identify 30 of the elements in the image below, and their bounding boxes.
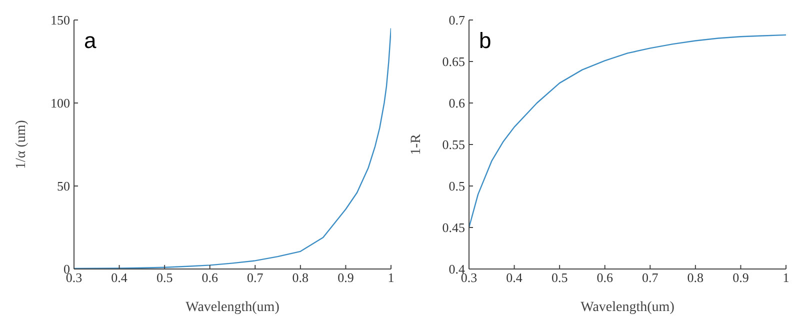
x-tick-label: 0.5 [551,270,568,286]
x-tick-label: 0.7 [642,270,659,286]
x-tick-label: 0.8 [687,270,704,286]
y-axis-title: 1/α (um) [14,120,29,169]
x-axis-title: Wavelength(um) [186,300,280,315]
y-tick-label: 0.7 [448,12,466,28]
y-tick-label: 100 [50,96,70,111]
y-axis-title: 1-R [408,133,424,155]
x-tick-label: 0.4 [111,270,128,286]
x-tick-label: 1 [782,270,790,286]
x-axis-title: Wavelength(um) [580,300,675,315]
x-tick-label: 0.7 [247,270,264,286]
x-tick-label: 0.9 [732,270,749,286]
y-tick-label: 150 [50,12,70,28]
y-tick-label: 0.55 [442,137,465,152]
x-tick-label: 0.5 [156,270,173,286]
line-series [469,34,786,228]
x-tick-label: 0.6 [596,270,614,286]
y-tick-label: 0.65 [442,54,465,70]
y-tick-label: 0.5 [448,178,465,194]
x-tick-label: 0.6 [202,270,218,286]
annotation: b [479,28,492,54]
y-tick-label: 50 [57,178,70,194]
annotation: a [84,28,96,54]
x-tick-label: 0.9 [338,270,354,286]
x-tick-label: 0.4 [506,270,523,286]
x-tick-label: 0.8 [292,270,309,286]
y-tick-label: 0.45 [442,220,465,236]
x-tick-label: 1 [388,270,394,286]
y-tick-label: 0.6 [448,96,466,111]
